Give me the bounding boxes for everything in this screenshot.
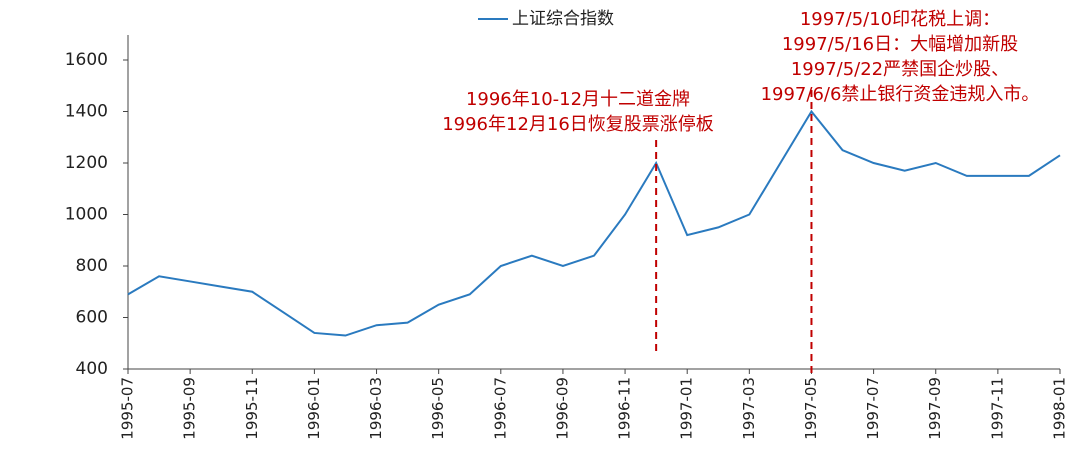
annotation-text: 1996年10-12月十二道金牌 [466,89,690,110]
x-tick-label: 1995-11 [243,377,261,440]
x-tick-label: 1998-01 [1051,377,1069,440]
legend-label: 上证综合指数 [512,9,614,29]
annotation-text: 1997/5/16日：大幅增加新股 [782,34,1018,55]
x-tick-label: 1997-01 [678,377,696,440]
annotation-text: 1997/6/6禁止银行资金违规入市。 [761,84,1040,105]
annotation-text: 1997/5/22严禁国企炒股、 [791,59,1009,80]
y-tick-label: 1000 [65,205,108,225]
x-tick-label: 1997-03 [740,377,758,440]
annotation-text: 1997/5/10印花税上调： [800,9,1000,30]
x-tick-label: 1996-01 [305,377,323,440]
x-tick-label: 1996-03 [367,377,385,440]
x-tick-label: 1997-09 [926,377,944,440]
x-tick-label: 1996-11 [616,377,634,440]
y-tick-label: 400 [76,359,108,379]
y-tick-label: 600 [76,308,108,328]
x-tick-label: 1995-07 [119,377,137,440]
annotation-text: 1996年12月16日恢复股票涨停板 [442,114,714,135]
x-tick-label: 1996-05 [429,377,447,440]
x-tick-label: 1997-11 [988,377,1006,440]
y-tick-label: 1200 [65,153,108,173]
x-tick-label: 1995-09 [181,377,199,440]
y-tick-label: 1600 [65,50,108,70]
x-tick-label: 1997-07 [864,377,882,440]
x-tick-label: 1996-07 [491,377,509,440]
x-tick-label: 1996-09 [553,377,571,440]
y-tick-label: 800 [76,256,108,276]
line-series [127,109,1061,337]
y-tick-label: 1400 [65,102,108,122]
x-tick-label: 1997-05 [802,377,820,440]
